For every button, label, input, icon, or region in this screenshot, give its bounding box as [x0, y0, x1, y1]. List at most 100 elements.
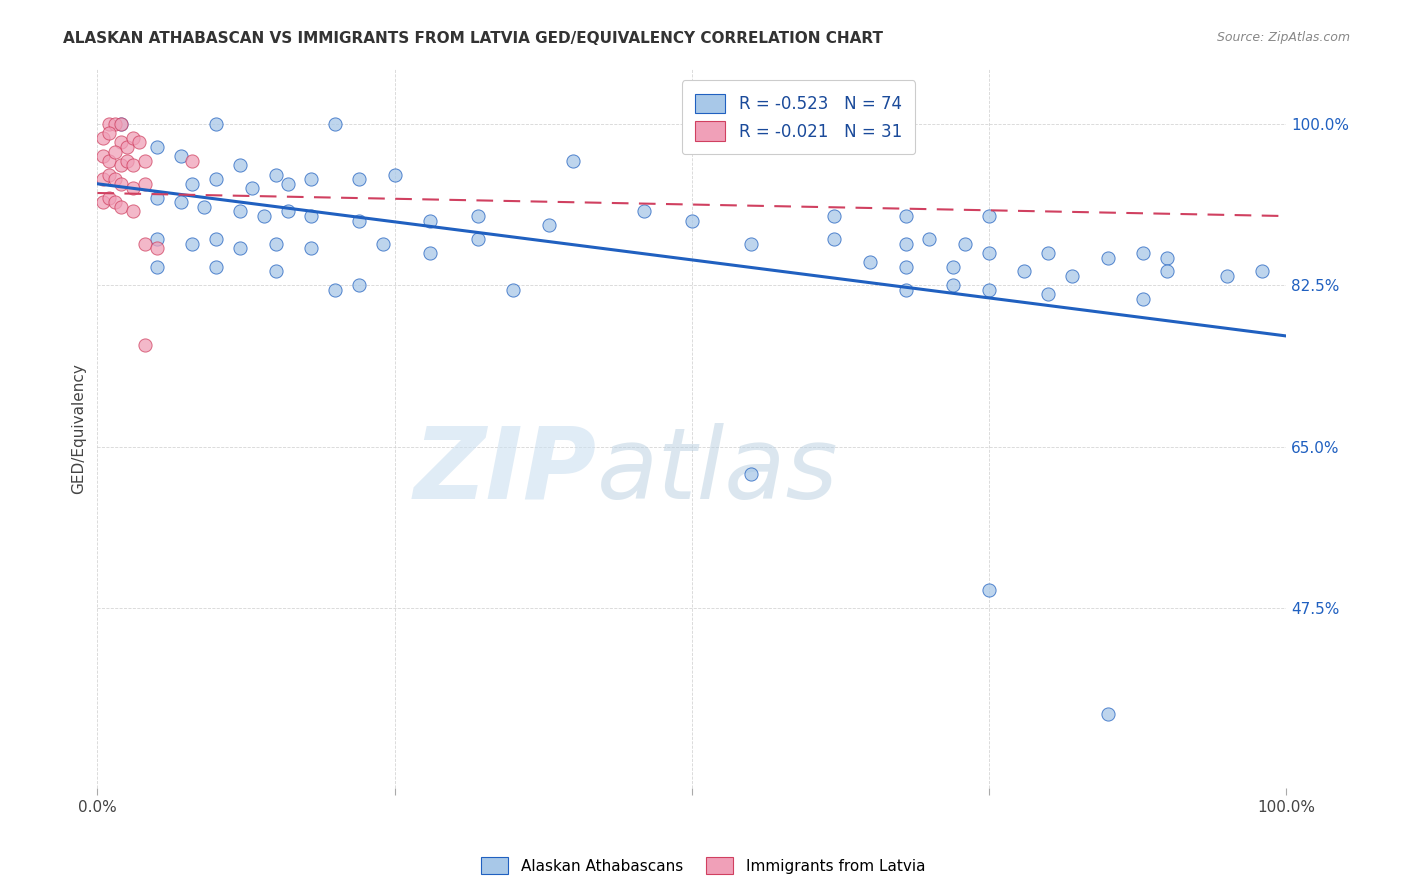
Point	[977, 283, 1000, 297]
Point	[371, 236, 394, 251]
Point	[98, 168, 121, 182]
Point	[181, 153, 204, 168]
Point	[977, 209, 1000, 223]
Point	[146, 191, 169, 205]
Point	[347, 278, 370, 293]
Point	[859, 255, 882, 269]
Point	[146, 232, 169, 246]
Point	[977, 582, 1000, 597]
Text: Source: ZipAtlas.com: Source: ZipAtlas.com	[1216, 31, 1350, 45]
Point	[740, 236, 762, 251]
Point	[1251, 264, 1274, 278]
Point	[110, 158, 132, 172]
Point	[205, 117, 228, 131]
Text: ZIP: ZIP	[413, 423, 596, 520]
Point	[894, 209, 917, 223]
Point	[229, 204, 252, 219]
Point	[110, 117, 132, 131]
Point	[122, 181, 145, 195]
Point	[740, 467, 762, 482]
Point	[1038, 287, 1060, 301]
Text: atlas: atlas	[596, 423, 838, 520]
Point	[537, 219, 560, 233]
Point	[347, 172, 370, 186]
Point	[419, 246, 441, 260]
Point	[169, 149, 191, 163]
Point	[323, 283, 346, 297]
Point	[633, 204, 655, 219]
Point	[134, 338, 156, 352]
Point	[98, 117, 121, 131]
Point	[115, 153, 138, 168]
Point	[1132, 246, 1154, 260]
Point	[91, 195, 114, 210]
Point	[110, 117, 132, 131]
Point	[1156, 264, 1178, 278]
Point	[169, 195, 191, 210]
Point	[299, 209, 322, 223]
Point	[146, 241, 169, 255]
Point	[894, 260, 917, 274]
Point	[277, 204, 299, 219]
Point	[1060, 268, 1083, 283]
Point	[110, 177, 132, 191]
Legend: Alaskan Athabascans, Immigrants from Latvia: Alaskan Athabascans, Immigrants from Lat…	[475, 851, 931, 880]
Point	[467, 232, 489, 246]
Point	[681, 213, 703, 227]
Point	[894, 283, 917, 297]
Point	[181, 236, 204, 251]
Point	[253, 209, 276, 223]
Point	[91, 172, 114, 186]
Point	[181, 177, 204, 191]
Point	[134, 177, 156, 191]
Point	[264, 236, 287, 251]
Point	[740, 117, 762, 131]
Point	[110, 136, 132, 150]
Point	[942, 278, 965, 293]
Point	[1014, 264, 1036, 278]
Point	[918, 232, 941, 246]
Point	[104, 117, 127, 131]
Legend: R = -0.523   N = 74, R = -0.021   N = 31: R = -0.523 N = 74, R = -0.021 N = 31	[682, 80, 915, 154]
Point	[823, 209, 845, 223]
Point	[146, 260, 169, 274]
Point	[134, 153, 156, 168]
Point	[1038, 246, 1060, 260]
Point	[1097, 251, 1119, 265]
Point	[502, 283, 524, 297]
Point	[205, 172, 228, 186]
Point	[115, 140, 138, 154]
Point	[264, 264, 287, 278]
Point	[347, 213, 370, 227]
Point	[110, 200, 132, 214]
Point	[1132, 292, 1154, 306]
Point	[1156, 251, 1178, 265]
Point	[104, 195, 127, 210]
Point	[299, 172, 322, 186]
Point	[277, 177, 299, 191]
Point	[91, 130, 114, 145]
Point	[229, 158, 252, 172]
Point	[323, 117, 346, 131]
Point	[91, 149, 114, 163]
Point	[229, 241, 252, 255]
Point	[98, 153, 121, 168]
Point	[205, 232, 228, 246]
Point	[419, 213, 441, 227]
Point	[977, 246, 1000, 260]
Point	[299, 241, 322, 255]
Point	[104, 145, 127, 159]
Point	[384, 168, 406, 182]
Point	[98, 126, 121, 140]
Point	[942, 260, 965, 274]
Point	[122, 158, 145, 172]
Point	[1215, 268, 1237, 283]
Point	[240, 181, 263, 195]
Point	[953, 236, 976, 251]
Point	[823, 232, 845, 246]
Point	[1097, 706, 1119, 721]
Point	[193, 200, 215, 214]
Point	[467, 209, 489, 223]
Point	[205, 260, 228, 274]
Y-axis label: GED/Equivalency: GED/Equivalency	[72, 363, 86, 493]
